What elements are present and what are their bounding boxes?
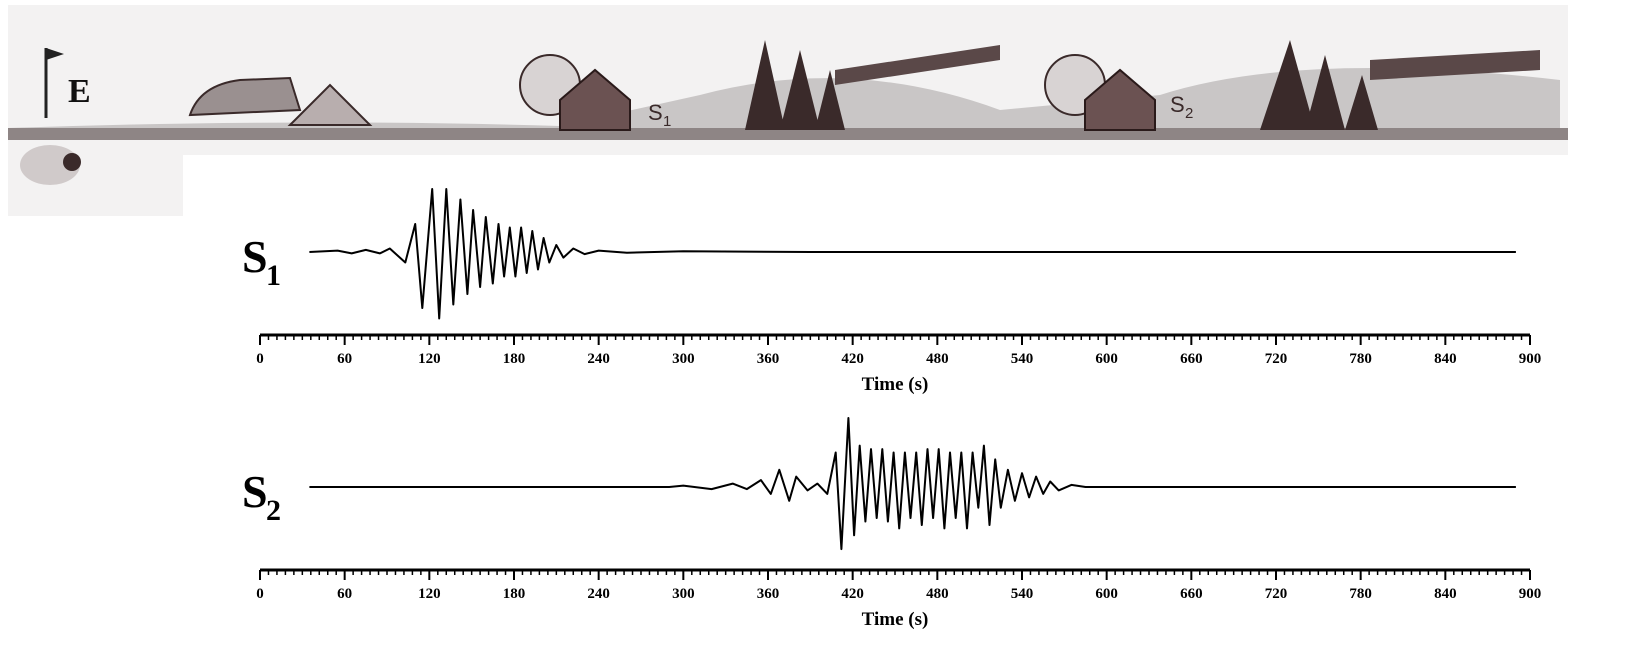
x-tick-label: 660 (1180, 586, 1203, 602)
x-tick-label: 240 (587, 351, 610, 367)
seismogram-panel: S1 0 60 120 180 240 300 360 420 480 540 600 660 720 78… (242, 188, 1542, 395)
x-tick-label: 480 (926, 586, 949, 602)
x-tick-label: 180 (503, 586, 526, 602)
x-tick-label: 360 (757, 351, 780, 367)
x-tick-label: 300 (672, 351, 695, 367)
x-tick-label: 600 (1095, 351, 1118, 367)
x-tick-label: 600 (1095, 586, 1118, 602)
x-tick-label: 420 (841, 586, 864, 602)
trace (309, 188, 1516, 320)
x-tick-label: 0 (256, 351, 264, 367)
trace-label-subscript: 1 (266, 259, 281, 292)
x-tick-label: 120 (418, 351, 441, 367)
x-tick-label: 660 (1180, 351, 1203, 367)
x-tick-label: 780 (1349, 586, 1372, 602)
source-label: E (68, 73, 91, 110)
trace-label: S (242, 466, 268, 517)
x-tick-label: 180 (503, 351, 526, 367)
x-tick-label: 840 (1434, 586, 1457, 602)
x-tick-label: 420 (841, 351, 864, 367)
station-subscript: 1 (663, 113, 671, 130)
trace (309, 417, 1516, 551)
x-tick-label: 540 (1011, 586, 1034, 602)
x-tick-label: 540 (1011, 351, 1034, 367)
x-tick-label: 360 (757, 586, 780, 602)
x-tick-label: 60 (337, 586, 352, 602)
x-axis-title: Time (s) (862, 374, 929, 395)
x-tick-label: 240 (587, 586, 610, 602)
station-label: S (648, 100, 663, 125)
x-tick-label: 900 (1519, 351, 1542, 367)
station-subscript: 2 (1185, 105, 1193, 122)
trace-label-subscript: 2 (266, 494, 281, 527)
x-tick-label: 300 (672, 586, 695, 602)
x-tick-label: 0 (256, 586, 264, 602)
x-tick-label: 480 (926, 351, 949, 367)
trace-label: S (242, 231, 268, 282)
x-tick-label: 120 (418, 586, 441, 602)
x-axis-title: Time (s) (862, 609, 929, 630)
x-tick-label: 840 (1434, 351, 1457, 367)
x-tick-label: 720 (1265, 351, 1288, 367)
seismogram-panel: S2 0 60 120 180 240 300 360 420 480 540 600 660 720 78… (242, 417, 1542, 630)
x-tick-label: 720 (1265, 586, 1288, 602)
landscape-illustration: E S 1 S 2 (8, 5, 1568, 216)
station-label: S (1170, 92, 1185, 117)
x-tick-label: 780 (1349, 351, 1372, 367)
x-tick-label: 60 (337, 351, 352, 367)
x-tick-label: 900 (1519, 586, 1542, 602)
